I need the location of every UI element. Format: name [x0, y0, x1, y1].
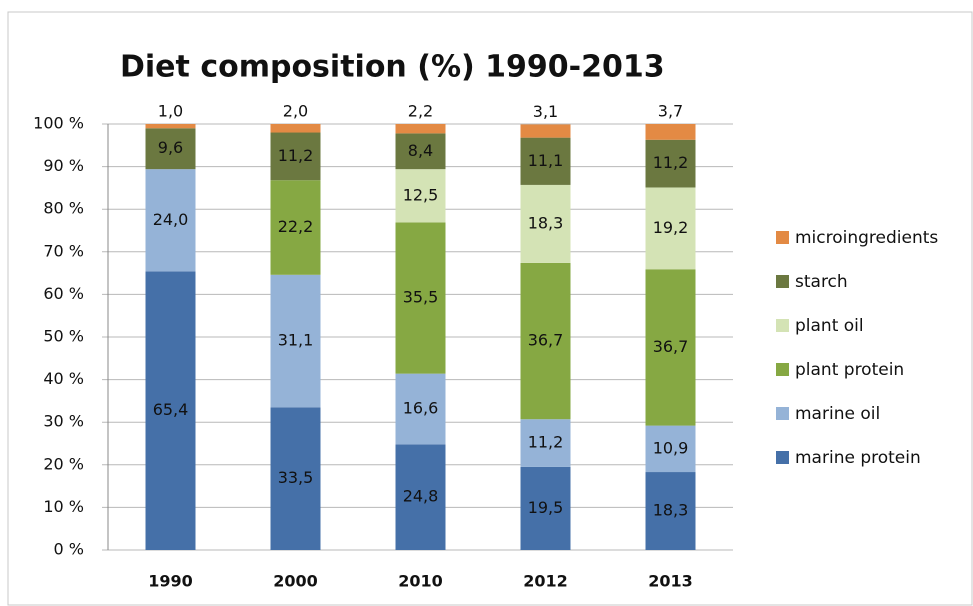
bar-segment — [270, 132, 321, 181]
bar-segment — [645, 269, 696, 426]
legend-swatch — [776, 363, 789, 376]
y-tick-label: 80 % — [43, 199, 84, 218]
legend-label: plant oil — [795, 316, 864, 336]
y-tick-label: 0 % — [54, 540, 84, 559]
y-tick-label: 30 % — [43, 412, 84, 431]
value-label: 2,0 — [283, 102, 308, 121]
value-label: 1,0 — [158, 102, 183, 121]
bar-segment — [270, 124, 321, 133]
bar-segment — [520, 262, 571, 420]
bar-segment — [395, 133, 446, 170]
bar-segment — [520, 137, 571, 185]
bar-segment — [645, 472, 696, 550]
bar-segment — [520, 466, 571, 550]
x-tick-label: 1990 — [148, 572, 193, 591]
value-label: 65,4 — [153, 400, 189, 419]
value-label: 18,3 — [653, 501, 689, 520]
value-label: 9,6 — [158, 138, 183, 157]
value-label: 12,5 — [403, 185, 439, 204]
bar-segment — [520, 419, 571, 467]
value-label: 3,7 — [658, 102, 683, 121]
legend-swatch — [776, 231, 789, 244]
value-label: 11,2 — [653, 153, 689, 172]
bar-segment — [395, 124, 446, 134]
y-tick-label: 60 % — [43, 284, 84, 303]
legend-label: microingredients — [795, 228, 938, 248]
value-label: 18,3 — [528, 213, 564, 232]
x-tick-label: 2010 — [398, 572, 443, 591]
value-label: 19,5 — [528, 498, 564, 517]
value-label: 10,9 — [653, 438, 689, 457]
bar-segment — [145, 169, 196, 272]
x-tick-label: 2013 — [648, 572, 693, 591]
legend-label: marine protein — [795, 448, 921, 468]
chart-title: Diet composition (%) 1990-2013 — [120, 50, 665, 85]
y-tick-label: 50 % — [43, 327, 84, 346]
legend-label: starch — [795, 272, 848, 292]
bar-segment — [145, 128, 196, 170]
x-tick-label: 2012 — [523, 572, 568, 591]
value-label: 35,5 — [403, 288, 439, 307]
legend-swatch — [776, 319, 789, 332]
bar-segment — [520, 124, 571, 138]
value-label: 11,2 — [278, 146, 314, 165]
value-label: 11,2 — [528, 433, 564, 452]
value-label: 11,1 — [528, 151, 564, 170]
legend-swatch — [776, 451, 789, 464]
bar-segment — [645, 425, 696, 473]
y-tick-label: 90 % — [43, 156, 84, 175]
value-label: 2,2 — [408, 102, 433, 121]
bar-segment — [395, 169, 446, 223]
y-tick-label: 70 % — [43, 241, 84, 260]
value-label: 24,0 — [153, 210, 189, 229]
x-tick-label: 2000 — [273, 572, 318, 591]
y-tick-label: 100 % — [33, 114, 84, 133]
bar-segment — [395, 222, 446, 374]
value-label: 33,5 — [278, 468, 314, 487]
value-label: 16,6 — [403, 398, 439, 417]
bar-segment — [645, 124, 696, 140]
bar-segment — [270, 407, 321, 550]
bar-segment — [645, 187, 696, 270]
value-label: 22,2 — [278, 217, 314, 236]
value-label: 19,2 — [653, 218, 689, 237]
legend-swatch — [776, 275, 789, 288]
y-tick-label: 10 % — [43, 497, 84, 516]
y-tick-label: 20 % — [43, 454, 84, 473]
bar-segment — [645, 139, 696, 188]
bar-segment — [270, 274, 321, 408]
y-tick-label: 40 % — [43, 369, 84, 388]
legend-label: plant protein — [795, 360, 904, 380]
value-label: 36,7 — [653, 337, 689, 356]
value-label: 3,1 — [533, 102, 558, 121]
value-label: 31,1 — [278, 331, 314, 350]
legend-label: marine oil — [795, 404, 880, 424]
value-label: 36,7 — [528, 331, 564, 350]
bar-segment — [270, 180, 321, 275]
bar-segment — [520, 184, 571, 263]
bar-segment — [145, 124, 196, 129]
value-label: 24,8 — [403, 487, 439, 506]
value-label: 8,4 — [408, 141, 433, 160]
legend-swatch — [776, 407, 789, 420]
bar-segment — [395, 373, 446, 445]
bar-segment — [145, 271, 196, 550]
bar-segment — [395, 444, 446, 550]
